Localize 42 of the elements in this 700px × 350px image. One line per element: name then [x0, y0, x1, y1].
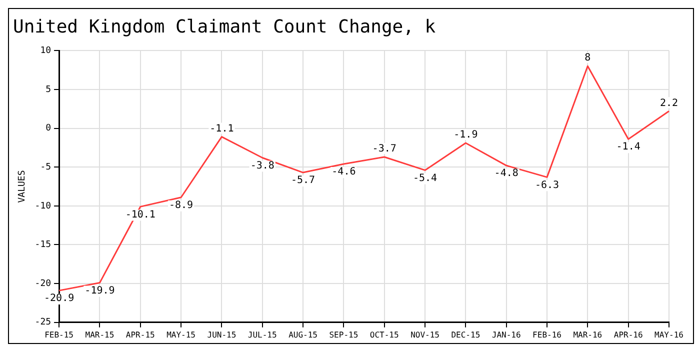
y-tick-label: -25 — [34, 318, 52, 328]
y-tick-label: -5 — [40, 162, 52, 172]
x-tick-label: JAN-16 — [492, 330, 521, 340]
data-label: -19.9 — [84, 285, 115, 296]
data-label: -4.6 — [332, 166, 356, 178]
x-tick-label: DEC-15 — [451, 330, 480, 340]
x-tick-label: OCT-15 — [370, 330, 399, 340]
data-label: -10.1 — [125, 209, 156, 220]
x-tick-label: MAY-15 — [166, 330, 196, 340]
data-label: -5.4 — [412, 172, 438, 184]
y-axis-title: VALUES — [18, 170, 28, 203]
data-label: -6.3 — [534, 180, 560, 191]
x-tick-label: MAR-15 — [85, 330, 114, 340]
x-tick-label: JUL-15 — [248, 330, 277, 340]
data-label: -1.4 — [616, 142, 640, 153]
y-tick-label: 0 — [46, 124, 52, 134]
data-label: -8.9 — [168, 200, 194, 211]
y-tick-label: -10 — [34, 201, 52, 212]
x-tick-label: JUN-15 — [207, 330, 236, 340]
x-tick-label: SEP-15 — [329, 330, 358, 340]
x-tick-label: MAY-16 — [654, 330, 684, 340]
data-label: -3.8 — [250, 160, 274, 172]
y-tick-label: 5 — [46, 84, 52, 95]
x-tick-label: FEB-16 — [532, 330, 562, 340]
y-tick-label: 10 — [40, 46, 52, 56]
data-label: -3.7 — [372, 144, 396, 155]
data-label: 2.2 — [660, 98, 678, 109]
y-tick-label: -15 — [34, 240, 52, 250]
data-label: -20.9 — [44, 293, 74, 304]
data-label: -1.9 — [454, 130, 478, 141]
x-tick-label: APR-16 — [614, 330, 643, 340]
x-tick-label: FEB-15 — [44, 330, 74, 340]
x-tick-label: MAR-16 — [573, 330, 602, 340]
y-tick-label: -20 — [34, 278, 52, 289]
x-tick-label: APR-15 — [126, 330, 156, 340]
data-label: -5.7 — [290, 175, 316, 186]
data-label: 8 — [584, 52, 591, 64]
x-tick-label: NOV-15 — [410, 330, 440, 340]
x-tick-label: AUG-15 — [288, 330, 318, 340]
data-label: -4.8 — [494, 168, 518, 180]
chart-title: United Kingdom Claimant Count Change, k — [13, 16, 436, 38]
data-label: -1.1 — [210, 123, 234, 134]
